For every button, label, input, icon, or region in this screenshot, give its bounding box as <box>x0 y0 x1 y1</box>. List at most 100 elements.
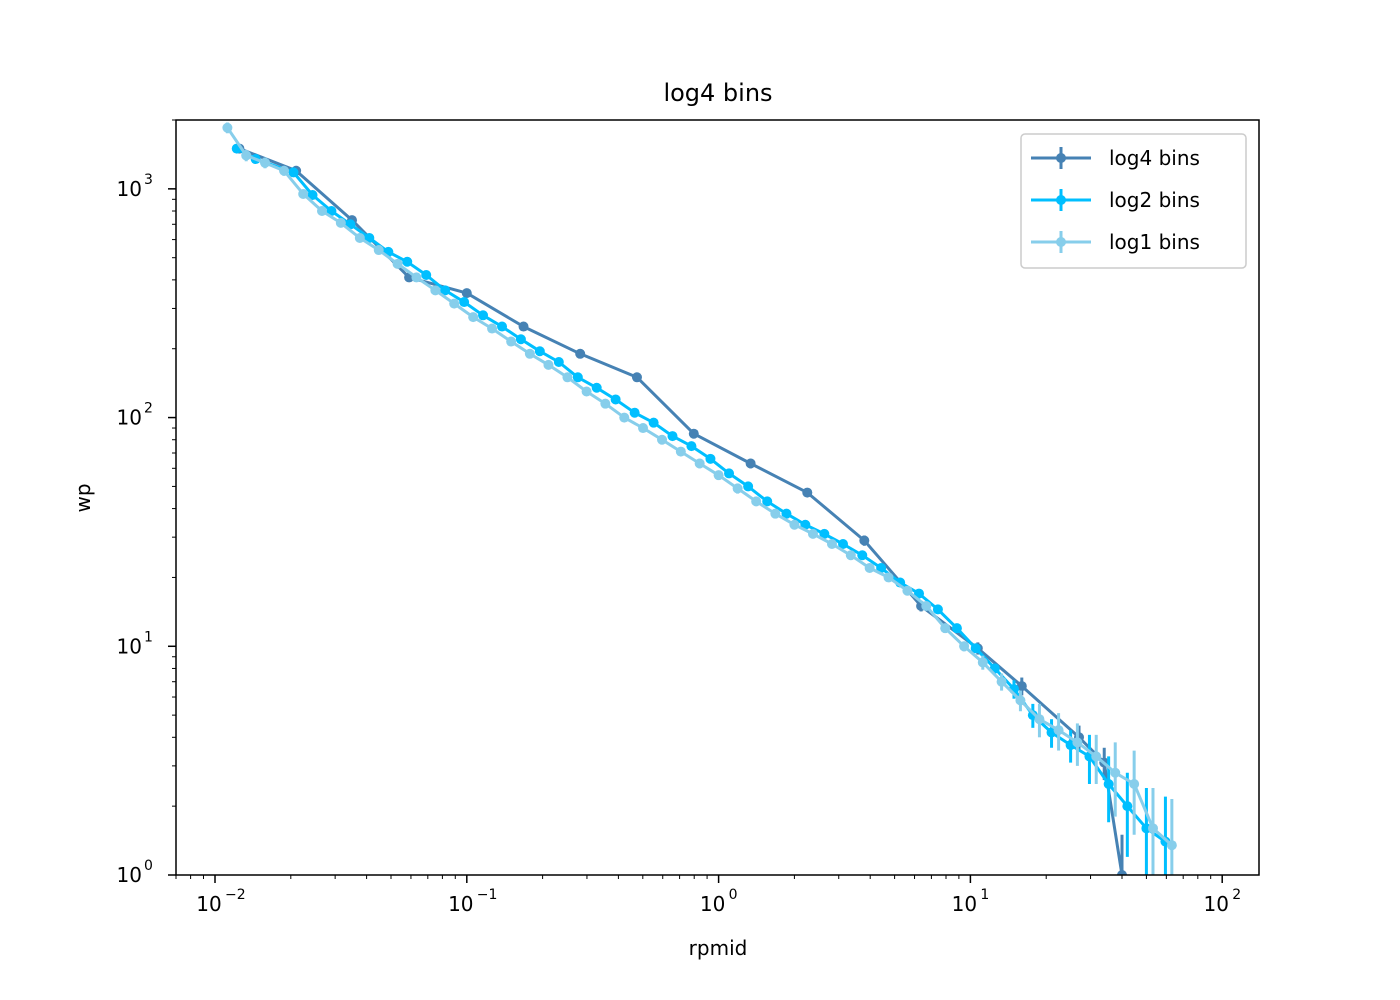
data-point <box>724 468 735 479</box>
data-point <box>819 528 830 539</box>
data-point <box>260 157 271 168</box>
series-group <box>222 122 1177 875</box>
data-point <box>667 431 678 442</box>
data-point <box>543 359 554 370</box>
data-point <box>648 417 659 428</box>
data-point <box>1053 725 1064 736</box>
plot-frame <box>175 119 1260 876</box>
data-point <box>638 423 649 434</box>
y-tick-label: 10 <box>117 177 142 201</box>
data-point <box>1034 714 1045 725</box>
data-point <box>921 601 932 612</box>
plot-area <box>222 122 1177 875</box>
legend-marker <box>1056 153 1066 163</box>
data-point <box>572 372 583 383</box>
x-tick-exponent: −2 <box>225 887 246 903</box>
axes: 10 −2 10 −1 10 0 10 1 10 210 010 110 210 3 <box>117 119 1241 916</box>
data-point <box>845 550 856 561</box>
data-point <box>940 623 951 634</box>
data-point <box>562 372 573 383</box>
data-point <box>461 288 472 299</box>
data-point <box>506 336 517 347</box>
data-point <box>883 572 894 583</box>
data-point <box>751 496 762 507</box>
data-point <box>932 604 943 615</box>
data-point <box>241 150 252 161</box>
y-tick-label: 10 <box>117 863 142 887</box>
data-point <box>430 285 441 296</box>
data-point <box>996 676 1007 687</box>
data-point <box>781 508 792 519</box>
data-point <box>478 310 489 321</box>
data-point <box>686 441 697 452</box>
legend-entry: log2 bins <box>1031 188 1200 212</box>
data-point <box>807 528 818 539</box>
data-point <box>373 245 384 256</box>
data-point <box>657 434 668 445</box>
data-point <box>1129 778 1140 789</box>
data-point <box>675 446 686 457</box>
data-point <box>449 298 460 309</box>
x-tick-exponent: −1 <box>477 887 498 903</box>
legend-label: log1 bins <box>1109 230 1200 254</box>
data-point <box>770 508 781 519</box>
data-point <box>534 346 545 357</box>
data-point <box>1166 840 1177 851</box>
data-point <box>977 657 988 668</box>
data-point <box>553 356 564 367</box>
data-point <box>631 372 642 383</box>
x-tick-label: 10 <box>952 892 977 916</box>
data-point <box>459 297 470 308</box>
data-point <box>518 321 529 332</box>
data-point <box>864 562 875 573</box>
legend: log4 bins log2 bins log1 bins <box>1020 133 1247 269</box>
legend-box <box>1020 133 1247 269</box>
data-point <box>857 550 868 561</box>
x-tick-label: 10 <box>1203 892 1228 916</box>
legend-entry: log1 bins <box>1031 230 1200 254</box>
data-point <box>694 458 705 469</box>
data-point <box>732 483 743 494</box>
data-point <box>307 189 318 200</box>
data-point <box>402 256 413 267</box>
data-point <box>1091 751 1102 762</box>
data-point <box>575 348 586 359</box>
y-tick-exponent: 1 <box>144 629 153 645</box>
data-point <box>688 428 699 439</box>
data-point <box>222 122 233 133</box>
data-point <box>789 519 800 530</box>
data-point <box>411 272 422 283</box>
data-point <box>705 453 716 464</box>
data-point <box>902 585 913 596</box>
data-point <box>600 398 611 409</box>
data-point <box>524 348 535 359</box>
data-point <box>316 206 327 217</box>
data-point <box>1015 695 1026 706</box>
y-axis-label: wp <box>71 483 95 512</box>
legend-label: log4 bins <box>1109 146 1200 170</box>
y-tick-exponent: 2 <box>144 401 153 417</box>
data-point <box>959 641 970 652</box>
series-3 <box>222 122 1177 875</box>
x-tick-exponent: 0 <box>729 887 738 903</box>
x-tick-exponent: 1 <box>980 887 989 903</box>
data-point <box>802 487 813 498</box>
data-point <box>421 270 432 281</box>
x-axis-label: rpmid <box>689 936 748 960</box>
y-tick-label: 10 <box>117 634 142 658</box>
data-point <box>951 623 962 634</box>
data-point <box>629 407 640 418</box>
data-point <box>591 382 602 393</box>
series-line <box>238 147 1124 875</box>
data-point <box>279 165 290 176</box>
data-point <box>762 496 773 507</box>
data-point <box>1016 681 1027 692</box>
data-point <box>1072 737 1083 748</box>
x-tick-label: 10 <box>196 892 221 916</box>
data-point <box>859 535 870 546</box>
legend-marker <box>1056 237 1066 247</box>
data-point <box>876 562 887 573</box>
data-point <box>1147 823 1158 834</box>
data-point <box>838 539 849 550</box>
